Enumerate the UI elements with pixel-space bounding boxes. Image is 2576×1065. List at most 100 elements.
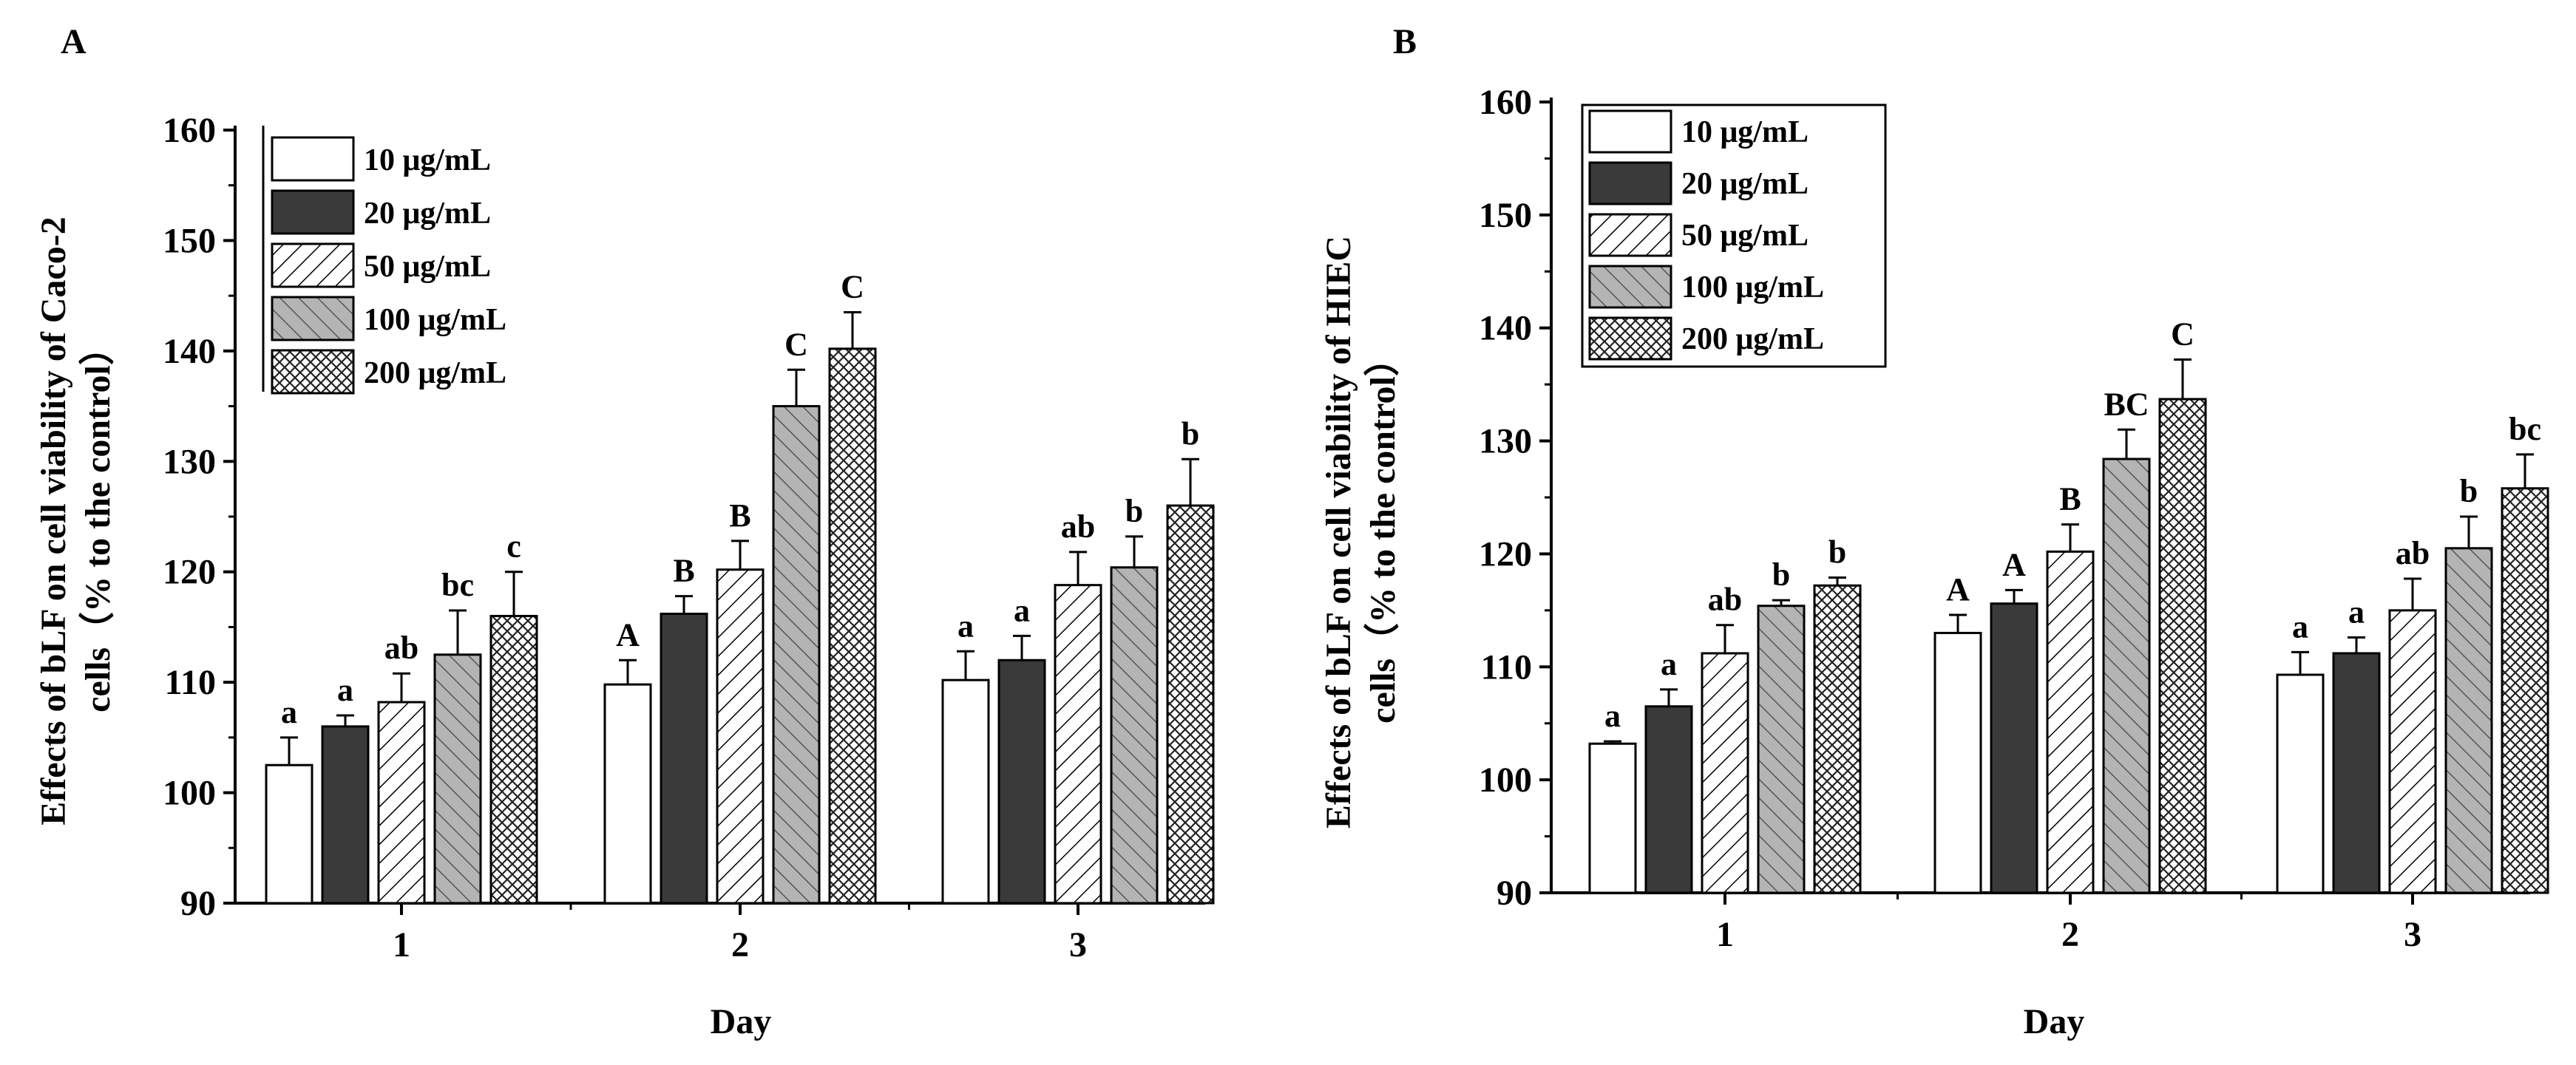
legend-label: 20 μg/mL xyxy=(364,197,491,231)
significance-letter: a xyxy=(2348,594,2365,630)
bar-b-day3-s2 xyxy=(2332,652,2381,894)
legend-swatch xyxy=(1588,109,1672,154)
y-tick-label: 150 xyxy=(1479,196,1532,235)
y-axis-label-b-line1: Effects of bLF on cell viability of HIEC xyxy=(1319,236,1358,828)
bar-b-day2-s5 xyxy=(2158,398,2207,894)
bar-a-day2-s3 xyxy=(716,568,765,905)
x-tick-label: 2 xyxy=(731,925,749,964)
legend-swatch xyxy=(271,349,355,395)
significance-letter: c xyxy=(506,528,521,565)
legend-swatch xyxy=(271,136,355,182)
y-tick-label: 110 xyxy=(1481,647,1532,687)
significance-letter: ab xyxy=(384,630,418,666)
significance-letter: bc xyxy=(441,567,474,603)
y-tick-label: 110 xyxy=(165,663,216,702)
significance-letter: a xyxy=(281,694,297,730)
bar-b-day1-s4 xyxy=(1757,605,1806,894)
bar-b-day3-s5 xyxy=(2501,487,2549,894)
x-tick-label: 1 xyxy=(393,925,410,964)
significance-letter: ab xyxy=(2396,535,2430,571)
legend-b: 10 μg/mL 20 μg/mL 50 μg/mL 100 μg/mL 200 μg/… xyxy=(1581,103,1887,368)
x-tick-label: 1 xyxy=(1716,915,1734,954)
legend-swatch xyxy=(1588,265,1672,309)
legend-label: 200 μg/mL xyxy=(364,356,506,390)
x-axis-label-b: Day xyxy=(2024,1002,2085,1041)
bar-a-day2-s2 xyxy=(660,612,708,905)
x-tick-label: 3 xyxy=(2404,915,2421,954)
legend-label: 100 μg/mL xyxy=(364,303,506,337)
legend-label: 10 μg/mL xyxy=(364,143,491,177)
significance-letter: b xyxy=(1828,534,1846,571)
y-tick-label: 90 xyxy=(180,884,216,923)
legend-swatch xyxy=(1588,316,1672,361)
bar-a-day3-s1 xyxy=(941,678,990,905)
y-axis-label-a-line1: Effects of bLF on cell viability of Caco… xyxy=(34,217,73,825)
bar-a-day1-s5 xyxy=(489,614,538,905)
significance-letter: a xyxy=(1014,592,1030,628)
bar-a-day2-s4 xyxy=(772,405,821,905)
significance-letter: ab xyxy=(1708,582,1742,618)
y-tick-label: 160 xyxy=(163,111,216,150)
bar-b-day2-s1 xyxy=(1933,631,1982,894)
legend-label: 10 μg/mL xyxy=(1681,115,1809,149)
significance-letter: a xyxy=(2292,608,2308,644)
y-tick-label: 150 xyxy=(163,221,216,260)
significance-letter: b xyxy=(1182,415,1199,452)
significance-letter: ab xyxy=(1061,508,1095,545)
bar-a-day2-s1 xyxy=(603,683,652,905)
y-tick-label: 120 xyxy=(163,553,216,592)
significance-letter: B xyxy=(673,553,694,589)
bar-a-day2-s5 xyxy=(828,347,877,905)
significance-letter: C xyxy=(784,326,808,362)
bar-b-day1-s1 xyxy=(1588,742,1637,894)
significance-letter: bc xyxy=(2509,411,2541,447)
significance-letter: A xyxy=(2002,546,2026,582)
bar-b-day3-s4 xyxy=(2444,547,2493,894)
significance-letter: b xyxy=(1125,493,1143,529)
y-tick-label: 140 xyxy=(163,332,216,371)
significance-letter: a xyxy=(1661,646,1677,682)
legend-label: 20 μg/mL xyxy=(1681,167,1809,201)
axes-a: 90 100 110 120 130 140 150 160 1 2 3 xyxy=(163,111,1205,964)
significance-letter: b xyxy=(2460,473,2478,509)
significance-letter: A xyxy=(1946,571,1970,608)
y-tick-label: 120 xyxy=(1479,534,1532,574)
bar-b-day1-s3 xyxy=(1701,652,1749,894)
y-tick-label: 140 xyxy=(1479,309,1532,348)
bar-b-day3-s3 xyxy=(2388,609,2437,894)
bar-b-day1-s5 xyxy=(1813,584,1862,894)
significance-letter: B xyxy=(2059,481,2081,517)
y-axis-label-a-line2: cells（% to the control） xyxy=(78,330,118,712)
significance-letter: a xyxy=(957,608,974,644)
legend-swatch xyxy=(1588,161,1672,205)
panel-label-a: A xyxy=(61,22,87,61)
bar-a-day3-s3 xyxy=(1054,584,1102,905)
bar-b-day1-s2 xyxy=(1644,705,1693,894)
legend-swatch xyxy=(271,189,355,235)
bar-a-day1-s2 xyxy=(321,725,370,905)
bar-a-day3-s2 xyxy=(997,659,1046,905)
legend-swatch xyxy=(1588,213,1672,257)
bar-a-day3-s4 xyxy=(1110,566,1159,905)
legend-label: 50 μg/mL xyxy=(1681,219,1809,253)
y-tick-label: 100 xyxy=(163,774,216,813)
y-tick-label: 100 xyxy=(1479,761,1532,800)
bar-b-day2-s3 xyxy=(2046,550,2095,894)
panel-label-b: B xyxy=(1393,22,1417,61)
bar-a-day3-s5 xyxy=(1166,504,1215,905)
legend-label: 100 μg/mL xyxy=(1681,270,1824,304)
bar-a-day1-s4 xyxy=(433,653,482,905)
significance-letter: b xyxy=(1772,557,1790,593)
x-tick-label: 3 xyxy=(1069,925,1087,964)
y-tick-label: 130 xyxy=(1479,422,1532,461)
significance-letter: a xyxy=(337,672,353,708)
bar-b-day3-s1 xyxy=(2276,673,2325,894)
significance-letter: C xyxy=(841,269,864,305)
legend-swatch xyxy=(271,242,355,288)
y-tick-label: 160 xyxy=(1479,83,1532,122)
legend-a: 10 μg/mL 20 μg/mL 50 μg/mL 100 μg/mL 200 μg/… xyxy=(262,126,506,395)
